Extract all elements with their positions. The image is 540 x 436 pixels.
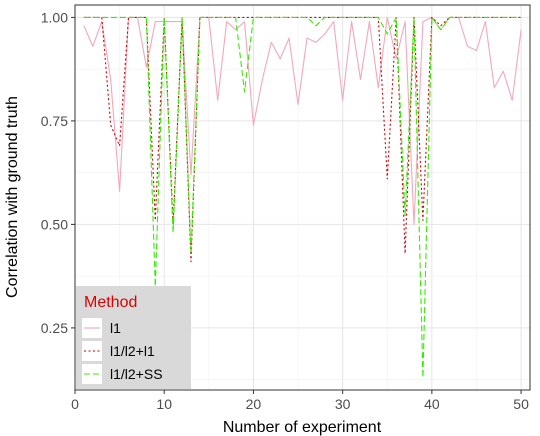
legend: Method l1 l1/l2+l1 l1/l2+SS: [76, 286, 191, 389]
legend-label: l1: [110, 320, 121, 336]
x-tick-label: 40: [424, 396, 440, 412]
legend-items: l1 l1/l2+l1 l1/l2+SS: [82, 318, 163, 384]
y-tick-label: 0.75: [41, 113, 68, 129]
legend-key: [82, 364, 102, 384]
series-line-3: [83, 16, 522, 379]
y-axis-title: Correlation with ground truth: [4, 96, 21, 298]
legend-label: l1/l2+l1: [110, 343, 155, 359]
legend-label: l1/l2+SS: [110, 366, 163, 382]
y-tick-label: 1.00: [41, 9, 68, 25]
axis-ticks: 0 10 20 30 40 50 0.25 0.50 0.75 1.00: [41, 9, 529, 412]
x-tick-label: 30: [335, 396, 351, 412]
x-tick-label: 10: [156, 396, 172, 412]
y-tick-label: 0.50: [41, 216, 68, 232]
x-axis-title: Number of experiment: [223, 419, 382, 436]
legend-key: [82, 341, 102, 361]
plot-border: [74, 4, 531, 391]
y-tick-label: 0.25: [41, 320, 68, 336]
x-tick-label: 50: [513, 396, 529, 412]
legend-title: Method: [84, 294, 137, 311]
x-tick-label: 0: [71, 396, 79, 412]
series-lines: [83, 16, 522, 379]
x-tick-label: 20: [246, 396, 262, 412]
